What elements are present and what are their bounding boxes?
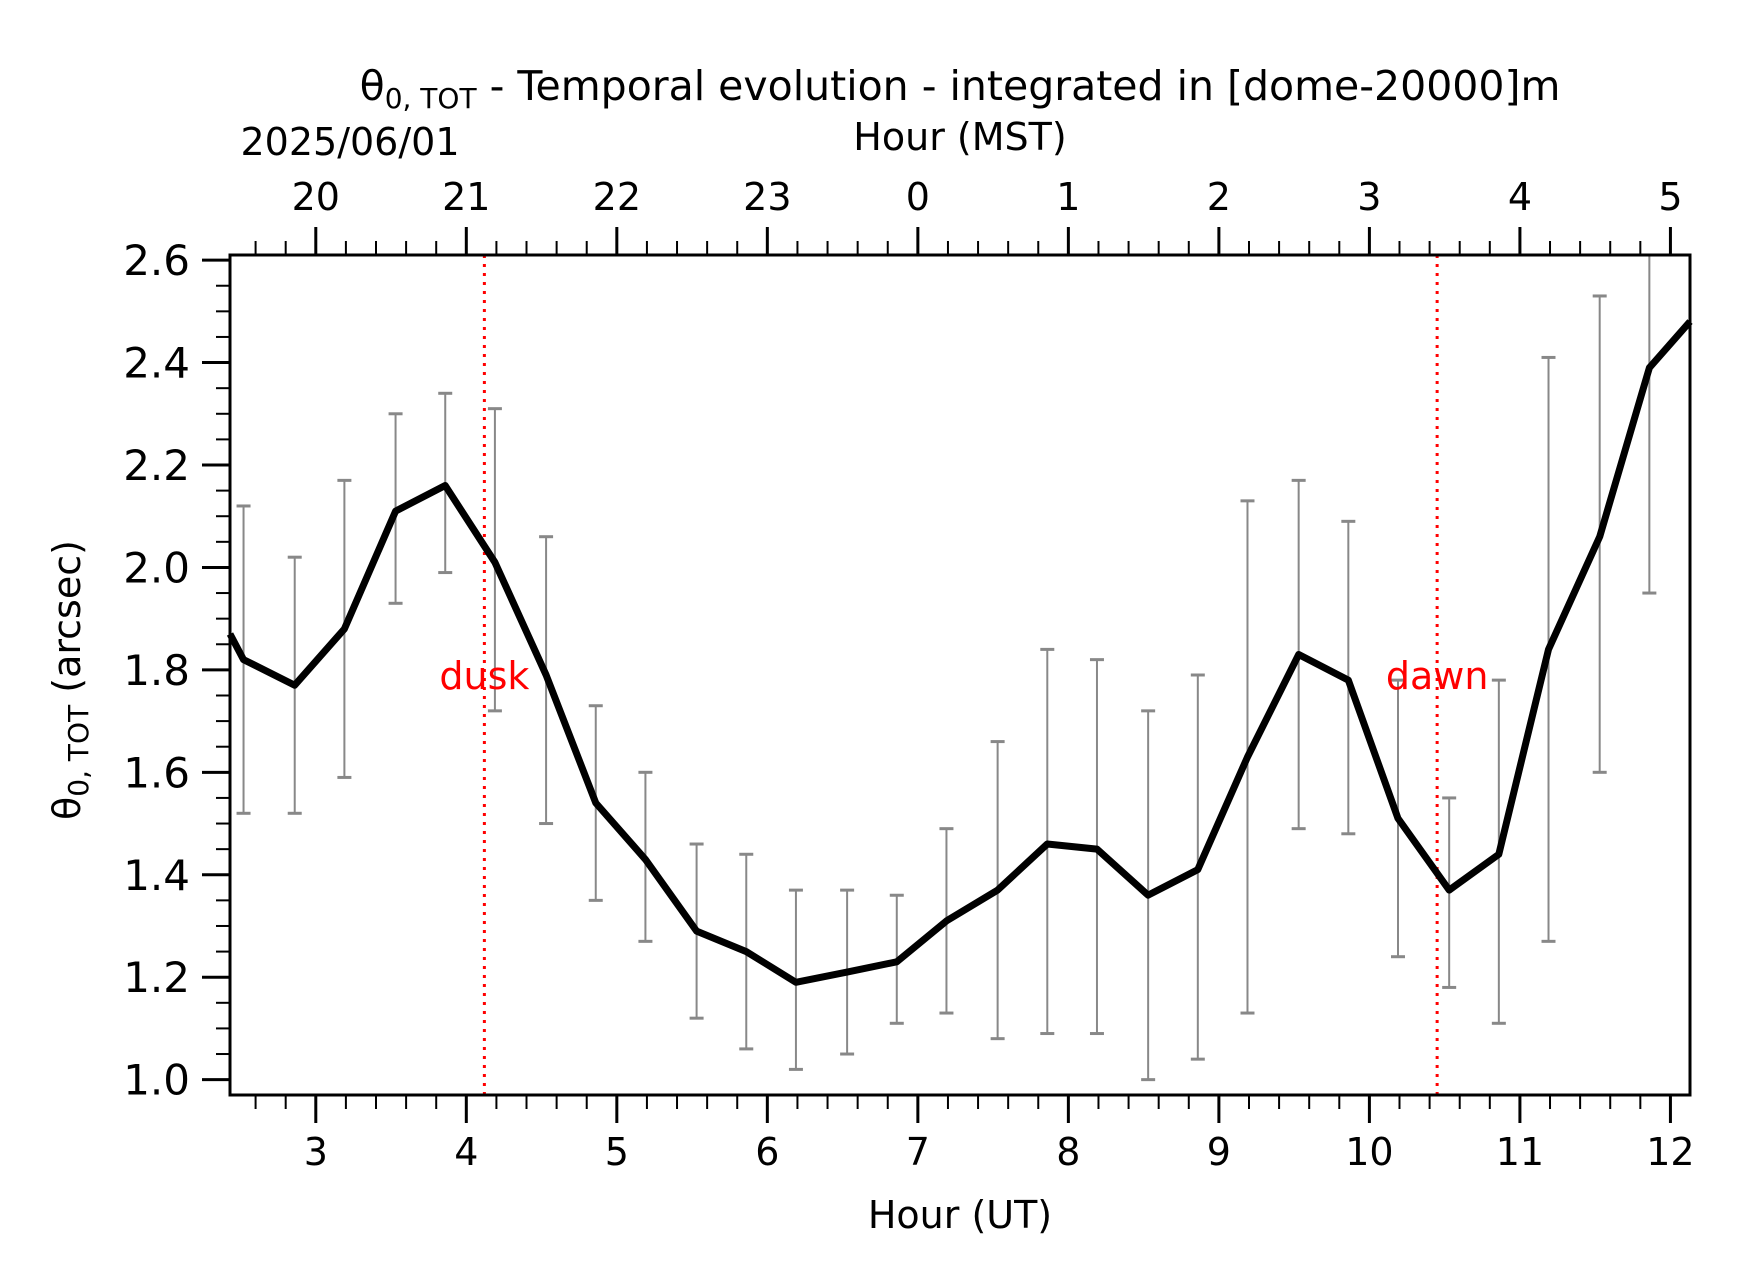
x-tick-label: 3 — [304, 1130, 328, 1174]
y-tick-label: 2.4 — [123, 339, 190, 388]
top-tick-label: 1 — [1056, 175, 1080, 219]
plot-frame — [228, 253, 1692, 1097]
x-tick-label: 8 — [1056, 1130, 1080, 1174]
y-tick-label: 1.4 — [123, 851, 190, 900]
annotation-dawn: dawn — [1386, 654, 1489, 698]
x-axis-label: Hour (UT) — [868, 1193, 1052, 1237]
y-tick-label: 1.6 — [123, 748, 190, 797]
y-tick-label: 1.2 — [123, 953, 190, 1002]
y-axis-label-symbol: θ — [45, 797, 89, 820]
x-tick-label: 11 — [1496, 1130, 1544, 1174]
chart-title-rest: - Temporal evolution - integrated in [do… — [477, 62, 1561, 110]
x-tick-label: 4 — [454, 1130, 478, 1174]
y-tick-label: 2.0 — [123, 543, 190, 592]
top-tick-label: 22 — [593, 175, 641, 219]
x-tick-label: 12 — [1646, 1130, 1694, 1174]
y-tick-label: 1.8 — [123, 646, 190, 695]
top-tick-label: 2 — [1207, 175, 1231, 219]
top-tick-label: 20 — [292, 175, 340, 219]
series-group — [226, 319, 1693, 986]
x-tick-label: 7 — [906, 1130, 930, 1174]
y-axis-label-rest: (arcsec) — [45, 540, 89, 705]
x-tick-label: 10 — [1345, 1130, 1393, 1174]
x-tick-label: 5 — [605, 1130, 629, 1174]
x-tick-label: 6 — [755, 1130, 779, 1174]
annotation-dusk: dusk — [439, 654, 529, 698]
top-tick-label: 4 — [1508, 175, 1532, 219]
y-axis-label-subscript: 0, TOT — [62, 704, 95, 797]
annotation-group: dusk dawn — [439, 654, 1488, 698]
top-tick-label: 23 — [743, 175, 791, 219]
y-tick-label: 1.0 — [123, 1056, 190, 1105]
chart-title-symbol: θ — [360, 62, 385, 110]
date-label: 2025/06/01 — [240, 120, 459, 164]
chart-title-subscript: 0, TOT — [385, 82, 478, 115]
y-tick-label: 2.6 — [123, 236, 190, 285]
y-tick-label: 2.2 — [123, 441, 190, 490]
x-tick-label: 9 — [1207, 1130, 1231, 1174]
top-tick-label: 5 — [1658, 175, 1682, 219]
chart-title: θ0, TOT - Temporal evolution - integrate… — [360, 62, 1561, 115]
y-axis-label: θ0, TOT (arcsec) — [45, 540, 95, 820]
top-axis-label: Hour (MST) — [853, 115, 1066, 159]
top-tick-label: 21 — [442, 175, 490, 219]
top-tick-label: 3 — [1357, 175, 1381, 219]
top-tick-label: 0 — [906, 175, 930, 219]
